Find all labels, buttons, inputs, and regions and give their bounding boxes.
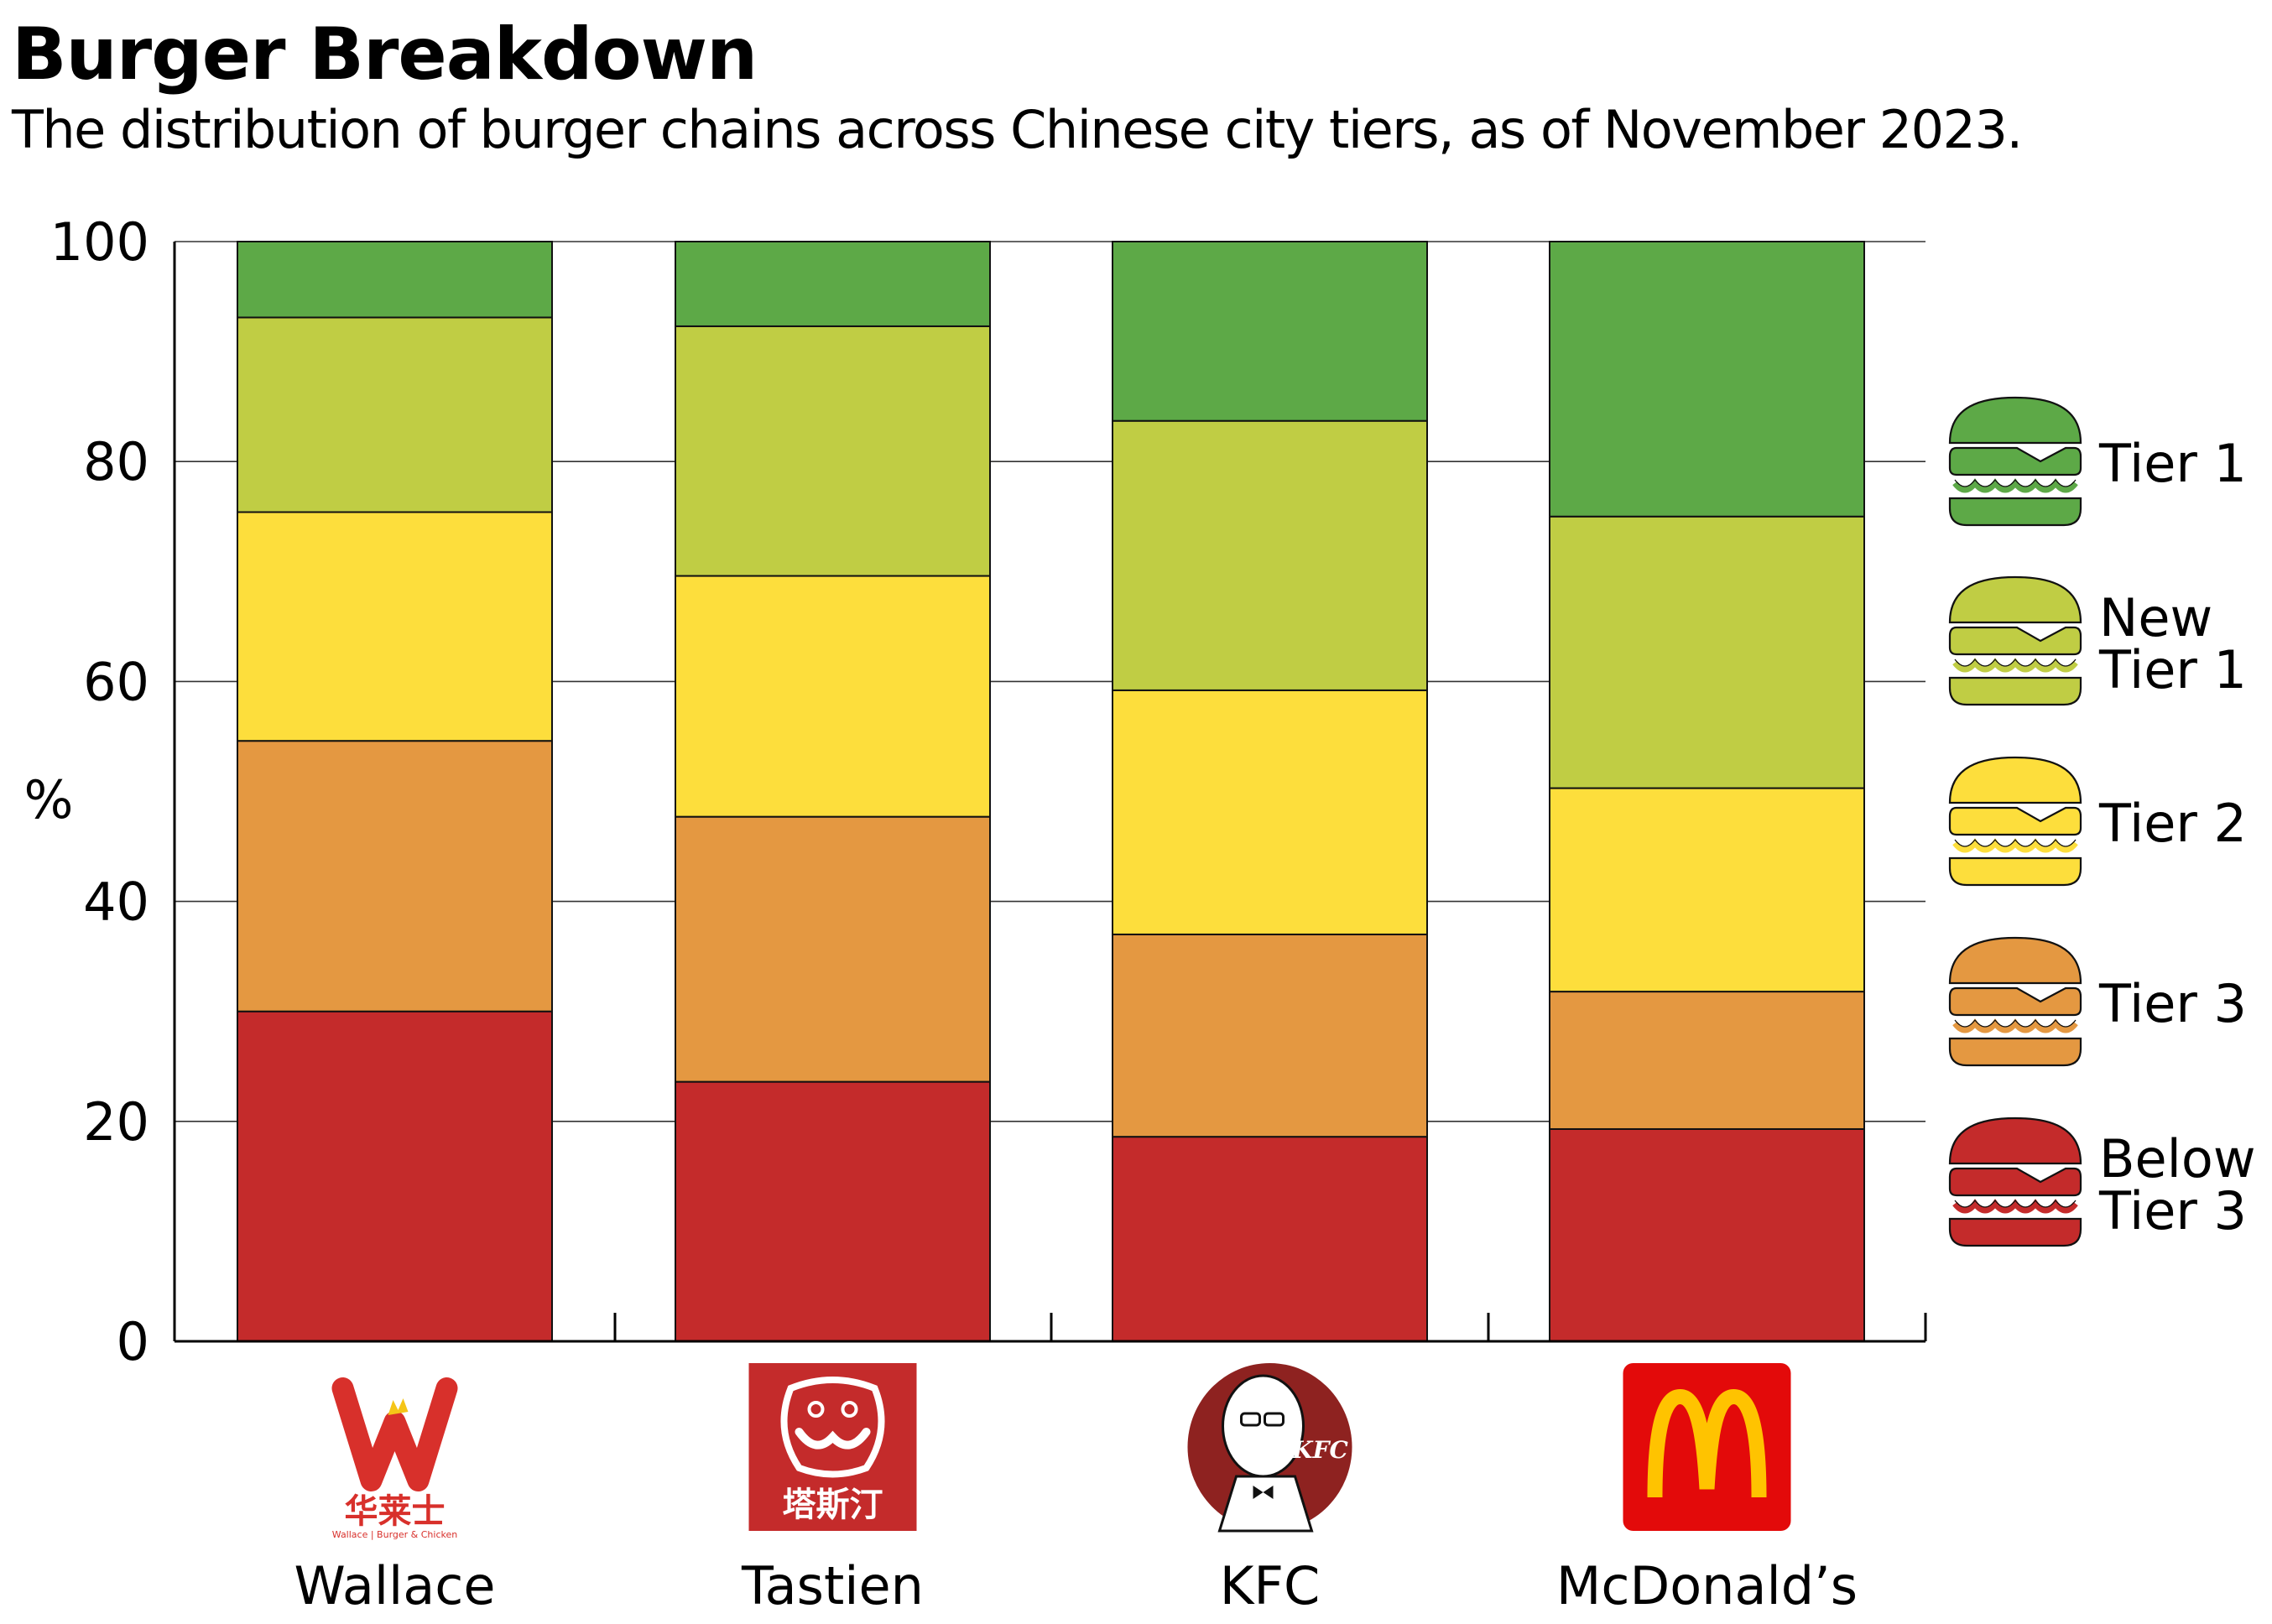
- y-tick-label: 20: [83, 1091, 149, 1153]
- bar-stack-1: Tastien – Below Tier 3: 23.6%Tastien – T…: [675, 241, 991, 1342]
- bar-segment-new-tier-1: KFC – New Tier 1: 24.5%: [1112, 419, 1428, 691]
- legend-label: Below: [2099, 1128, 2256, 1189]
- bar-segment-tier-2: Wallace – Tier 2: 20.8%: [237, 511, 553, 742]
- y-tick-label: 0: [117, 1311, 149, 1372]
- chart-title: Burger Breakdown: [12, 13, 758, 96]
- bar-segment-tier-2: Tastien – Tier 2: 21.9%: [675, 575, 991, 818]
- svg-text:华莱士: 华莱士: [345, 1492, 446, 1531]
- bar-segment-tier-3: Tastien – Tier 3: 24.1%: [675, 815, 991, 1083]
- tastien-logo: 塔斯汀: [748, 1363, 917, 1531]
- bar-segment-below-tier-3: KFC – Below Tier 3: 18.6%: [1112, 1136, 1428, 1343]
- legend-label: Tier 1: [2098, 639, 2247, 700]
- y-tick-label: 60: [83, 651, 149, 712]
- bar-segment-new-tier-1: Wallace – New Tier 1: 17.7%: [237, 316, 553, 513]
- y-tick-label: 80: [83, 431, 149, 492]
- svg-text:塔斯汀: 塔斯汀: [783, 1486, 883, 1524]
- legend-label: Tier 3: [2098, 973, 2247, 1034]
- svg-text:Wallace | Burger & Chicken: Wallace | Burger & Chicken: [332, 1529, 457, 1540]
- burger-icon: [1948, 756, 2082, 887]
- bar-stacks: Wallace – Below Tier 3: 30%Wallace – Tie…: [237, 241, 1865, 1343]
- bar-stack-0: Wallace – Below Tier 3: 30%Wallace – Tie…: [237, 241, 553, 1342]
- bar-segment-below-tier-3: Wallace – Below Tier 3: 30%: [237, 1010, 553, 1342]
- bar-segment-new-tier-1: McDonald’s – New Tier 1: 24.7%: [1549, 515, 1865, 789]
- bar-segment-below-tier-3: Tastien – Below Tier 3: 23.6%: [675, 1080, 991, 1342]
- bar-segment-tier-3: Wallace – Tier 3: 24.6%: [237, 740, 553, 1012]
- bar-segment-below-tier-3: McDonald’s – Below Tier 3: 19.3%: [1549, 1127, 1865, 1343]
- y-tick-label: 40: [83, 872, 149, 933]
- bar-segment-tier-2: KFC – Tier 2: 22.2%: [1112, 689, 1428, 935]
- bar-segment-new-tier-1: Tastien – New Tier 1: 22.7%: [675, 325, 991, 577]
- bar-segment-tier-2: McDonald’s – Tier 2: 18.5%: [1549, 787, 1865, 993]
- bar-segment-tier-3: KFC – Tier 3: 18.4%: [1112, 933, 1428, 1138]
- x-category-label: Tastien: [741, 1555, 924, 1616]
- y-tick-labels: 0 20 40 60 80 100: [50, 211, 149, 1372]
- legend-item-tier-3: Tier 3: [1948, 936, 2247, 1067]
- x-category-label: Wallace: [294, 1555, 495, 1616]
- bar-segment-tier-1: KFC – Tier 1: 16.3%: [1112, 241, 1428, 422]
- bar-stack-3: McDonald’s – Below Tier 3: 19.3%McDonald…: [1549, 241, 1865, 1343]
- chart-subtitle: The distribution of burger chains across…: [12, 99, 2023, 160]
- legend-item-tier-2: Tier 2: [1948, 756, 2247, 887]
- y-axis-label: %: [24, 769, 74, 830]
- legend-item-tier-1: Tier 1: [1948, 396, 2247, 527]
- burger-icon: [1948, 396, 2082, 527]
- y-tick-label: 100: [50, 211, 149, 273]
- bar-segment-tier-1: McDonald’s – Tier 1: 25%: [1549, 241, 1865, 518]
- legend-label: Tier 3: [2098, 1180, 2247, 1241]
- legend-label: Tier 1: [2098, 433, 2247, 494]
- bar-segment-tier-1: Wallace – Tier 1: 6.9%: [237, 241, 553, 319]
- bar-stack-2: KFC – Below Tier 3: 18.6%KFC – Tier 3: 1…: [1112, 241, 1428, 1343]
- legend-label: Tier 2: [2098, 793, 2247, 854]
- axes: [173, 242, 1927, 1343]
- bar-segment-tier-3: McDonald’s – Tier 3: 12.5%: [1549, 991, 1865, 1130]
- x-category-label: KFC: [1220, 1555, 1321, 1616]
- svg-text:KFC: KFC: [1291, 1436, 1348, 1464]
- mcdonalds-logo: [1623, 1363, 1791, 1531]
- burger-icon: [1948, 936, 2082, 1067]
- bar-segment-tier-1: Tastien – Tier 1: 7.7%: [675, 241, 991, 327]
- burger-icon: [1948, 575, 2082, 706]
- legend-label: New: [2099, 587, 2212, 648]
- x-category-label: McDonald’s: [1556, 1555, 1858, 1616]
- x-category-labels: Wallace Tastien KFC McDonald’s: [294, 1555, 1858, 1616]
- kfc-logo: KFC: [1187, 1363, 1352, 1533]
- burger-icon: [1948, 1116, 2082, 1247]
